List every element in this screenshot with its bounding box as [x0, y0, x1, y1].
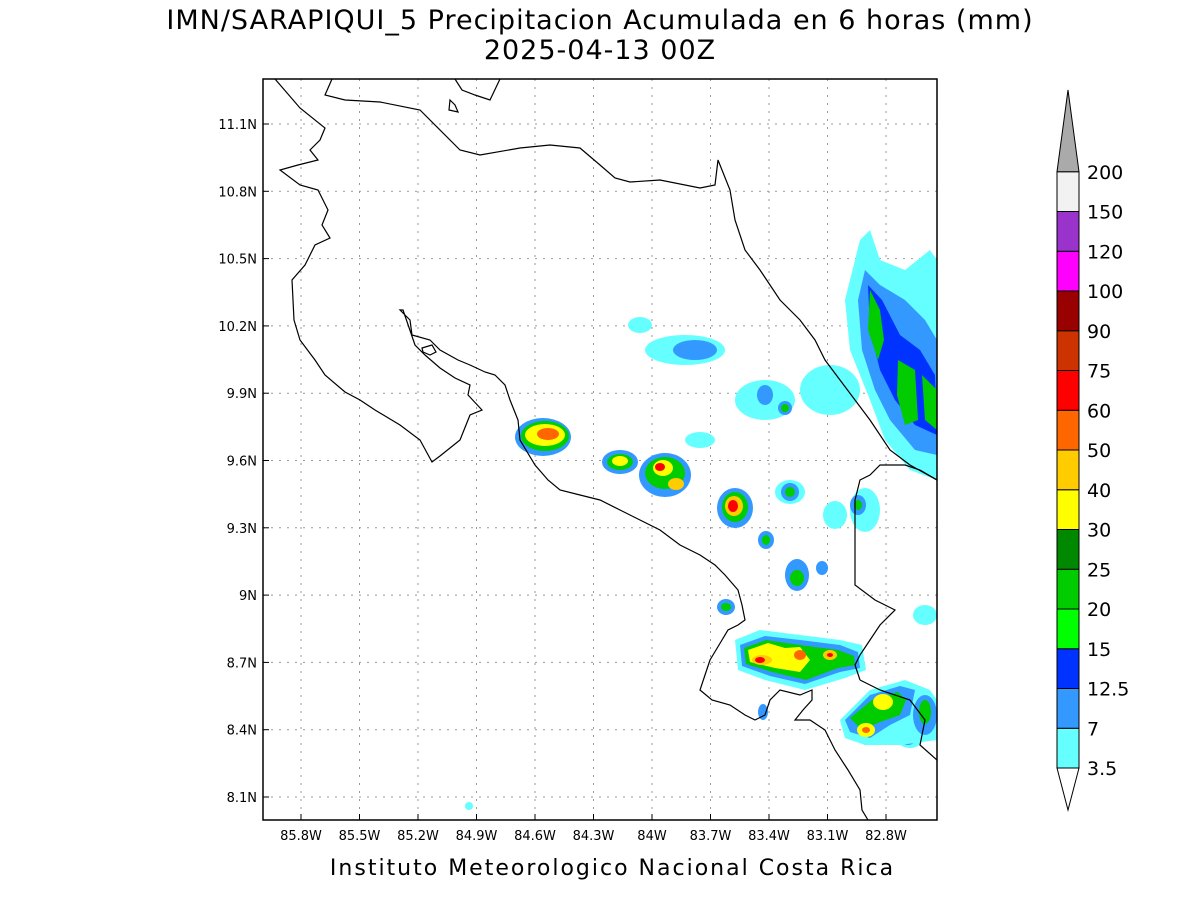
colorbar-swatch: [1056, 171, 1080, 212]
rain-scattered-green: [721, 404, 862, 611]
colorbar-level-label: 20: [1087, 599, 1111, 621]
colorbar-swatch: [1056, 290, 1080, 332]
colorbar-level-label: 50: [1087, 440, 1111, 462]
colorbar-swatch: [1056, 330, 1080, 371]
map-frame: [262, 78, 938, 821]
lon-tick-label: 85.8W: [280, 829, 322, 844]
map-title: IMN/SARAPIQUI_5 Precipitacion Acumulada …: [166, 5, 1034, 36]
lat-tick-label: 9N: [239, 589, 257, 604]
colorbar-swatch: [1056, 727, 1080, 769]
rain-cell-caribbean: [845, 230, 937, 480]
lat-tick-label: 11.1N: [218, 118, 257, 133]
colorbar-level-label: 15: [1087, 639, 1111, 661]
colorbar-level-label: 40: [1087, 480, 1111, 502]
lat-tick-label: 10.8N: [218, 185, 257, 200]
gulf-nicoya-island: [421, 344, 437, 356]
lake-island: [448, 98, 460, 113]
colorbar-level-label: 25: [1087, 559, 1111, 581]
lon-tick-label: 84.3W: [573, 829, 615, 844]
colorbar-level-label: 90: [1087, 321, 1111, 343]
lon-tick-label: 83.7W: [690, 829, 732, 844]
colorbar-swatch: [1056, 568, 1080, 610]
lat-tick-label: 10.2N: [218, 320, 257, 335]
colorbar-level-label: 120: [1087, 241, 1123, 263]
lat-tick-label: 8.7N: [227, 656, 257, 671]
lon-tick-label: 83.1W: [807, 829, 849, 844]
coastlines: [274, 79, 937, 820]
lat-tick-label: 10.5N: [218, 253, 257, 268]
colorbar-level-label: 60: [1087, 400, 1111, 422]
lat-tick-label: 8.4N: [227, 724, 257, 739]
colorbar-legend: 3.5 7 12.5 15 20 25 30 40 50 60 75 90 100 120 150 200: [1056, 89, 1129, 812]
colorbar-swatch: [1056, 409, 1080, 451]
rain-cell-southeast: [840, 680, 937, 745]
colorbar-level-label: 7: [1087, 718, 1099, 740]
lon-tick-label: 85.5W: [339, 829, 381, 844]
rain-cell-isolated: [465, 802, 473, 810]
border-nicaragua-costa-rica: [454, 79, 501, 101]
lat-tick-label: 9.3N: [227, 522, 257, 537]
colorbar-swatch: [1056, 449, 1080, 491]
colorbar-swatch: [1056, 211, 1080, 252]
longitude-axis: 85.8W 85.5W 85.2W 84.9W 84.6W 84.3W 84W 83.7W 83…: [280, 814, 907, 844]
colorbar-level-label: 150: [1087, 202, 1123, 224]
coastline-caribbean: [324, 79, 937, 481]
lat-tick-label: 9.6N: [227, 455, 257, 470]
colorbar-level-label: 75: [1087, 361, 1111, 383]
lon-tick-label: 84W: [637, 829, 667, 844]
colorbar-level-label: 100: [1087, 281, 1123, 303]
precipitation-field: [465, 230, 937, 810]
colorbar-swatch: [1056, 648, 1080, 689]
footer-credit: Instituto Meteorologico Nacional Costa R…: [329, 856, 896, 881]
lon-tick-label: 83.4W: [748, 829, 790, 844]
lat-tick-label: 9.9N: [227, 387, 257, 402]
lat-tick-label: 8.1N: [227, 791, 257, 806]
colorbar-swatch: [1056, 529, 1080, 570]
rain-cell-south: [735, 630, 866, 690]
colorbar-swatch: [1056, 608, 1080, 650]
colorbar-level-label: 30: [1087, 520, 1111, 542]
lon-tick-label: 85.2W: [397, 829, 439, 844]
border-panama: [854, 464, 937, 681]
colorbar-swatch: [1056, 688, 1080, 729]
colorbar-min-arrow: [1056, 767, 1080, 812]
colorbar-swatch: [1056, 250, 1080, 292]
colorbar-level-label: 12.5: [1087, 679, 1129, 701]
lon-tick-label: 84.6W: [514, 829, 556, 844]
lon-tick-label: 84.9W: [456, 829, 498, 844]
colorbar-max-arrow: [1056, 89, 1080, 173]
colorbar-level-label: 3.5: [1087, 758, 1117, 780]
map-grid: [263, 79, 937, 820]
coastline-nicaragua-pacific: [274, 79, 869, 820]
latitude-axis: 11.1N 10.8N 10.5N 10.2N 9.9N 9.6N 9.3N 9N 8.7N 8.…: [218, 118, 269, 806]
colorbar-swatch: [1056, 489, 1080, 530]
rain-cell-central: [602, 450, 753, 528]
coastline-panama-pacific: [859, 679, 937, 761]
colorbar-level-label: 200: [1087, 162, 1123, 184]
map-subtitle-date: 2025-04-13 00Z: [483, 35, 717, 66]
rain-cell-84.6W: [515, 418, 571, 456]
colorbar-swatch: [1056, 370, 1080, 411]
lon-tick-label: 82.8W: [865, 829, 907, 844]
